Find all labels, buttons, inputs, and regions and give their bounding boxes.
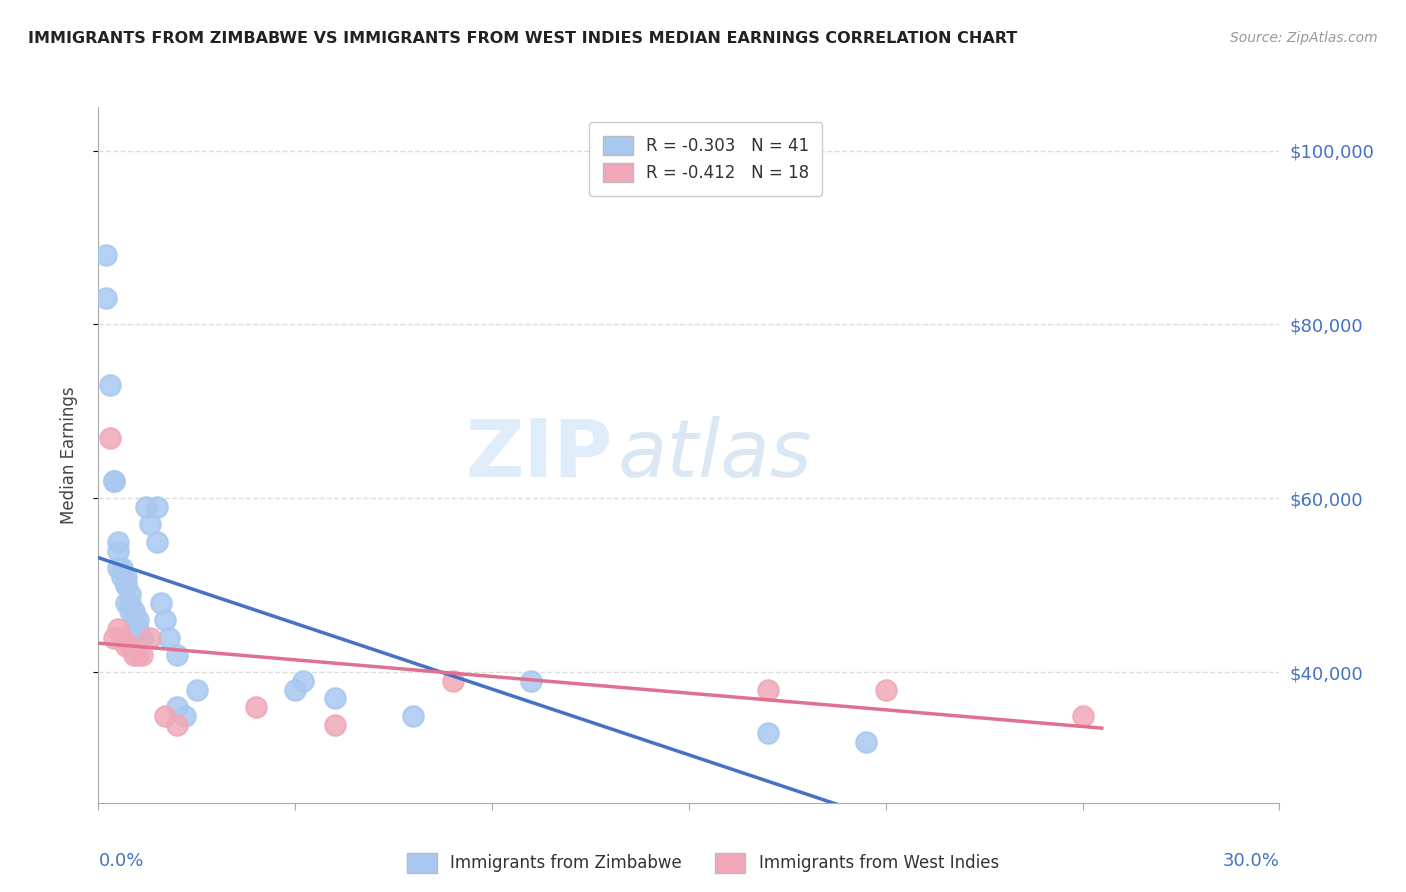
Point — [155, 708, 177, 723]
Text: IMMIGRANTS FROM ZIMBABWE VS IMMIGRANTS FROM WEST INDIES MEDIAN EARNINGS CORRELAT: IMMIGRANTS FROM ZIMBABWE VS IMMIGRANTS F… — [28, 31, 1018, 46]
Point — [103, 474, 125, 488]
Point — [131, 648, 153, 662]
Point — [323, 691, 346, 706]
Legend: R = -0.303   N = 41, R = -0.412   N = 18: R = -0.303 N = 41, R = -0.412 N = 18 — [589, 122, 823, 196]
Point — [441, 674, 464, 689]
Y-axis label: Median Earnings: Median Earnings — [59, 386, 77, 524]
Text: Source: ZipAtlas.com: Source: ZipAtlas.com — [1230, 31, 1378, 45]
Point — [115, 570, 138, 584]
Point — [150, 596, 173, 610]
Point — [118, 605, 141, 619]
Point — [138, 631, 160, 645]
Point — [1071, 708, 1094, 723]
Point — [135, 500, 157, 514]
Point — [107, 543, 129, 558]
Point — [118, 587, 141, 601]
Point — [520, 674, 543, 689]
Point — [103, 631, 125, 645]
Point — [115, 639, 138, 653]
Point — [122, 648, 145, 662]
Point — [284, 682, 307, 697]
Point — [127, 648, 149, 662]
Point — [118, 639, 141, 653]
Point — [245, 700, 267, 714]
Point — [127, 622, 149, 636]
Point — [402, 708, 425, 723]
Text: 30.0%: 30.0% — [1223, 852, 1279, 870]
Point — [166, 717, 188, 731]
Point — [107, 561, 129, 575]
Point — [155, 613, 177, 627]
Point — [115, 578, 138, 592]
Point — [174, 708, 197, 723]
Point — [111, 561, 134, 575]
Point — [756, 726, 779, 740]
Point — [166, 700, 188, 714]
Point — [118, 596, 141, 610]
Point — [122, 605, 145, 619]
Legend: Immigrants from Zimbabwe, Immigrants from West Indies: Immigrants from Zimbabwe, Immigrants fro… — [401, 847, 1005, 880]
Point — [96, 291, 118, 305]
Point — [127, 613, 149, 627]
Point — [756, 682, 779, 697]
Point — [98, 378, 121, 392]
Point — [115, 596, 138, 610]
Text: 0.0%: 0.0% — [98, 852, 143, 870]
Text: ZIP: ZIP — [465, 416, 612, 494]
Point — [855, 735, 877, 749]
Point — [115, 578, 138, 592]
Point — [111, 631, 134, 645]
Point — [157, 631, 180, 645]
Point — [103, 474, 125, 488]
Point — [122, 613, 145, 627]
Point — [323, 717, 346, 731]
Point — [107, 535, 129, 549]
Point — [98, 431, 121, 445]
Point — [146, 535, 169, 549]
Point — [186, 682, 208, 697]
Point — [111, 570, 134, 584]
Point — [146, 500, 169, 514]
Point — [166, 648, 188, 662]
Point — [131, 631, 153, 645]
Point — [96, 248, 118, 262]
Point — [292, 674, 315, 689]
Point — [138, 517, 160, 532]
Text: atlas: atlas — [619, 416, 813, 494]
Point — [875, 682, 897, 697]
Point — [122, 622, 145, 636]
Point — [107, 622, 129, 636]
